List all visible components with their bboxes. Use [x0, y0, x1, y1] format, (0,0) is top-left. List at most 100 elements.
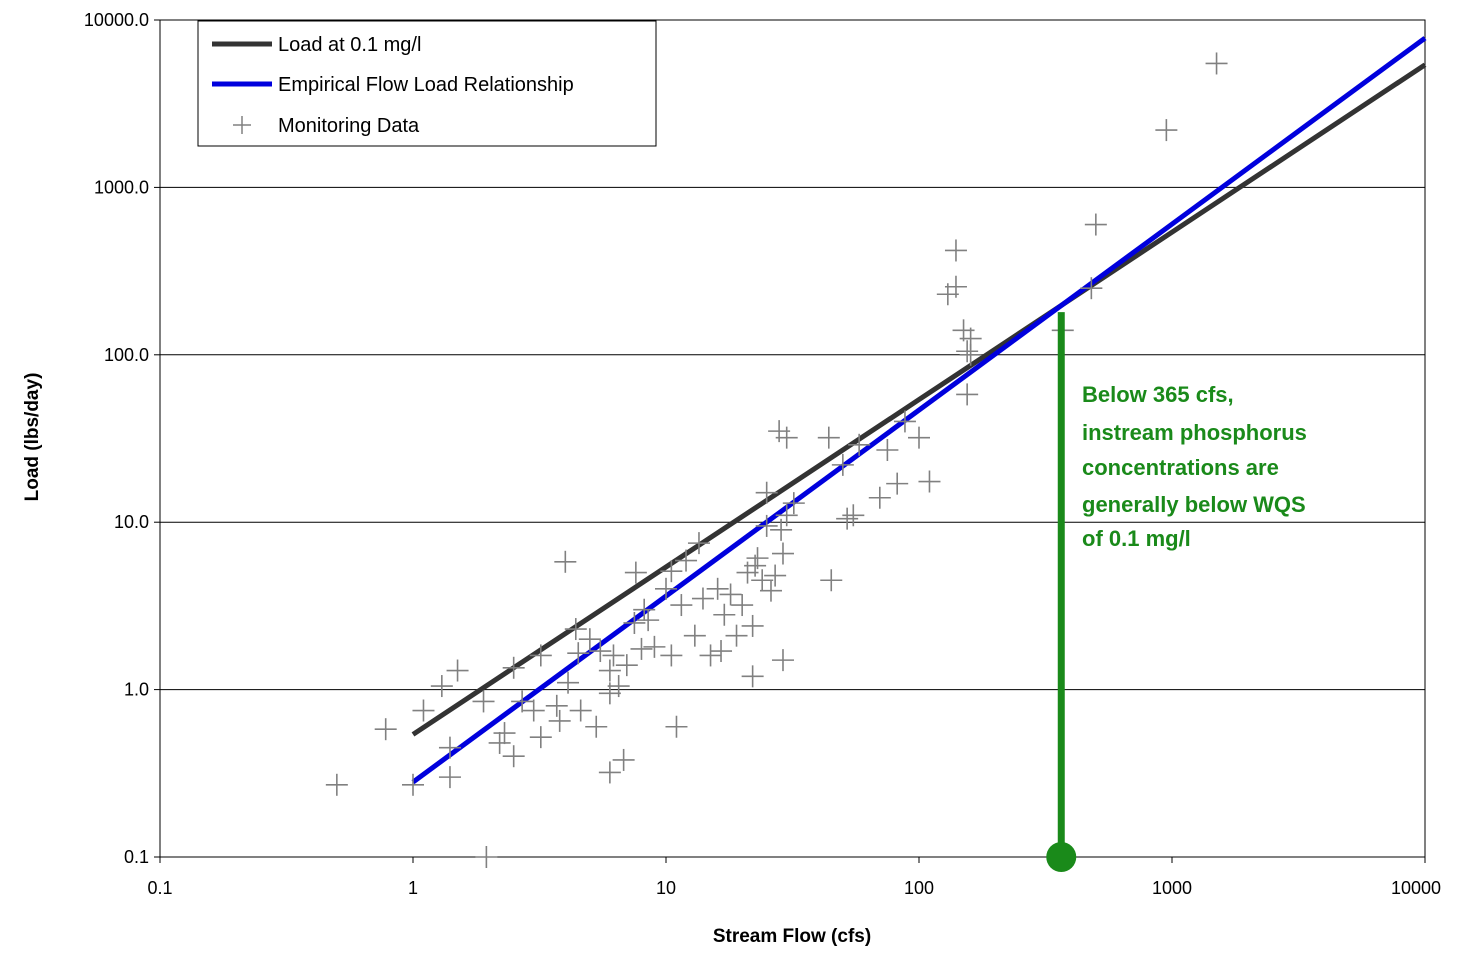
monitoring-data-point [886, 472, 909, 495]
monitoring-data-point [430, 675, 453, 698]
monitoring-data-point [1080, 277, 1103, 300]
monitoring-data-point [488, 731, 511, 754]
monitoring-data-point [374, 718, 397, 741]
monitoring-data-point [529, 644, 552, 667]
monitoring-data-point [1155, 119, 1178, 142]
x-tick-labels: 0.1 1 10 100 1000 10000 [147, 878, 1441, 898]
monitoring-data-point [831, 453, 854, 476]
monitoring-data-point [691, 587, 714, 610]
monitoring-data-point [918, 470, 941, 493]
monitoring-data-point [771, 649, 794, 672]
monitoring-data-point [759, 579, 782, 602]
x-tick-label: 10000 [1391, 878, 1441, 898]
monitoring-data-point [529, 726, 552, 749]
monitoring-data-point [706, 577, 729, 600]
monitoring-data-point [545, 694, 568, 717]
axes [154, 19, 1426, 863]
x-tick-label: 1 [408, 878, 418, 898]
y-tick-label: 10000.0 [84, 10, 149, 30]
monitoring-data-point [820, 569, 843, 592]
monitoring-data-point [511, 690, 534, 713]
monitoring-data-point [770, 518, 793, 541]
monitoring-data-point [741, 665, 764, 688]
monitoring-data-point [557, 671, 580, 694]
annotation-line-2: instream phosphorus [1082, 420, 1307, 445]
monitoring-data-point [956, 383, 979, 406]
x-tick-label: 100 [904, 878, 934, 898]
monitoring-data-point [567, 642, 590, 665]
monitoring-data-point [764, 564, 787, 587]
monitoring-data-point [438, 736, 461, 759]
monitoring-data-point [699, 644, 722, 667]
monitoring-data-point [643, 635, 666, 658]
monitoring-data-point [670, 594, 693, 617]
monitoring-data-point [719, 583, 742, 606]
monitoring-data-point [624, 561, 647, 584]
monitoring-data-point [589, 640, 612, 663]
monitoring-data-point [665, 715, 688, 738]
monitoring-data-point [908, 426, 930, 449]
monitoring-data-point [836, 507, 859, 530]
monitoring-data-point [755, 514, 778, 537]
legend-swatch-monitoring-marker [233, 116, 251, 134]
annotation-line-1: Below 365 cfs, [1082, 382, 1234, 407]
monitoring-data-point [771, 542, 794, 565]
y-tick-label: 100.0 [104, 345, 149, 365]
monitoring-data-point [446, 659, 469, 682]
monitoring-data-point [683, 624, 706, 647]
series-lines [411, 36, 1427, 785]
monitoring-data-point [585, 715, 608, 738]
y-tick-label: 10.0 [114, 512, 149, 532]
monitoring-data-point [675, 549, 698, 572]
monitoring-data-point [637, 609, 660, 632]
monitoring-data-point [612, 748, 635, 771]
x-tick-label: 0.1 [147, 878, 172, 898]
y-tick-label: 1.0 [124, 680, 149, 700]
load-at-0-1-mg-l-line [411, 62, 1427, 737]
monitoring-data-point [475, 846, 498, 868]
annotation-line-5: of 0.1 mg/l [1082, 526, 1191, 551]
legend: Load at 0.1 mg/l Empirical Flow Load Rel… [197, 20, 657, 147]
monitoring-data-point [687, 532, 710, 555]
y-axis-title: Load (lbs/day) [22, 373, 43, 502]
monitoring-data-point [412, 699, 435, 722]
monitoring-data-point [630, 637, 653, 660]
monitoring-data-point [402, 773, 424, 796]
monitoring-data-point [633, 598, 656, 621]
annotation-line-3: concentrations are [1082, 455, 1279, 480]
x-tick-label: 10 [656, 878, 676, 898]
monitoring-data-point [725, 624, 748, 647]
monitoring-data-point [893, 410, 916, 433]
monitoring-data-point [554, 550, 577, 573]
monitoring-data-point [1084, 213, 1107, 236]
x-axis-title: Stream Flow (cfs) [713, 926, 871, 947]
monitoring-data-point [741, 614, 764, 637]
monitoring-data-point [598, 761, 621, 784]
reference-dot [1046, 842, 1077, 872]
monitoring-data-point [325, 773, 348, 796]
monitoring-data-point [713, 603, 736, 626]
monitoring-data-point [782, 492, 805, 515]
monitoring-data-point [502, 656, 525, 679]
monitoring-data-point [775, 426, 798, 449]
monitoring-data-point [959, 343, 982, 366]
monitoring-data-point [876, 438, 899, 461]
monitoring-data-point [848, 433, 871, 456]
monitoring-data-point [548, 709, 571, 732]
monitoring-data-point [655, 577, 677, 600]
monitoring-data-point [615, 654, 638, 677]
monitoring-data-point [956, 340, 979, 363]
monitoring-data-point [731, 594, 754, 617]
monitoring-data-point [751, 569, 774, 592]
monitoring-data-point [569, 699, 592, 722]
monitoring-data-point [598, 659, 621, 682]
monitoring-data-point [502, 745, 525, 768]
plot-area-border [159, 19, 1426, 858]
legend-label-load: Load at 0.1 mg/l [278, 34, 421, 56]
monitoring-data-point [842, 504, 865, 527]
monitoring-data-point [755, 481, 778, 504]
legend-label-monitoring: Monitoring Data [278, 115, 420, 137]
monitoring-data-point [868, 486, 891, 509]
monitoring-data-point [775, 504, 798, 527]
monitoring-data-points [325, 52, 1228, 868]
